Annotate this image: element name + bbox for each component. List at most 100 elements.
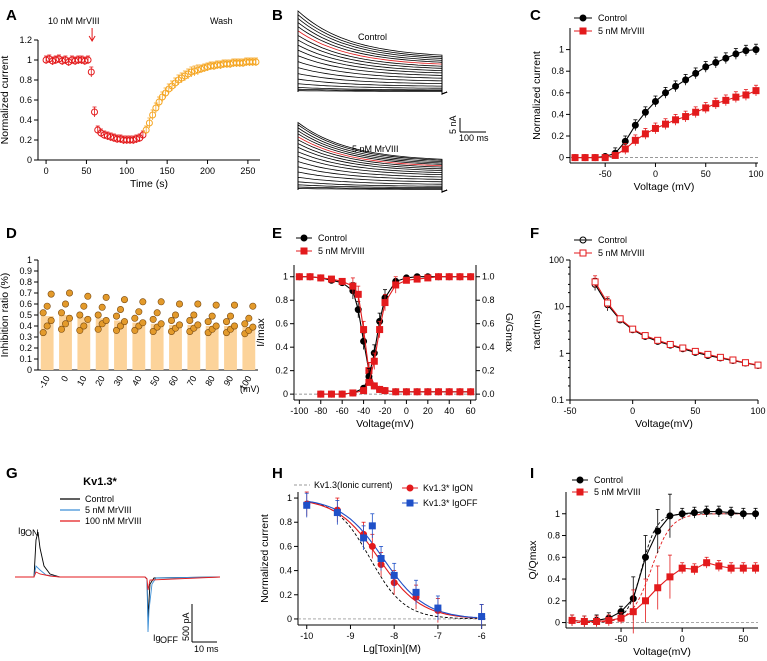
current-trace [297,136,448,193]
data-point [692,69,700,77]
x-tick-label: -50 [599,169,612,179]
data-point [333,509,341,517]
y-tick-label: 0.5 [19,310,32,320]
data-point [691,347,699,355]
data-point [752,46,760,54]
data-point [651,97,659,105]
bar [224,326,237,370]
data-point [617,614,625,622]
y-tick-label: 10 [554,302,564,312]
data-point [135,308,143,316]
x-tick-label: -50 [563,406,576,416]
data-point [727,509,735,517]
data-point [467,388,475,396]
data-point [732,93,740,101]
panel-label: F [530,225,539,242]
y-tick-label: 1 [27,55,32,65]
current-trace [297,130,448,193]
legend-label: 5 nM MrVIII [85,505,132,515]
current-trace [297,44,448,95]
data-point [654,584,662,592]
x-tick-label: 100 [750,406,765,416]
x-tick-label: 0 [59,374,70,383]
fit-line [320,276,471,395]
label-ig-off-prefix: Ig [153,633,161,643]
panel-D: 00.10.20.30.40.50.60.70.80.91Inhibition … [0,255,260,394]
current-trace [297,17,448,95]
data-point [249,302,257,310]
data-point [76,326,84,334]
data-point [113,312,121,320]
y-tick-label: 0.8 [279,517,292,527]
data-point [360,534,368,542]
data-point [456,388,464,396]
y-tick-label: 0 [287,614,292,624]
current-trace [297,83,448,95]
data-point [604,299,612,307]
data-point [317,390,325,398]
data-point [413,275,421,283]
x-tick-label: 250 [240,166,255,176]
y-tick-label: 0.8 [551,66,564,76]
current-trace [297,121,448,193]
y-tick-label: 0.8 [19,75,32,85]
legend-label: Kv1.3* IgON [423,483,473,493]
legend-marker [579,249,587,257]
panel-I: -50 0 50 0 0.2 0.4 0.6 0.8 1 Voltage(mV) Q/Qmax Con… [527,475,760,658]
data-line [572,511,756,623]
y-tick-label: 0.6 [275,319,288,329]
x-tick-label: 60 [466,406,476,416]
fit-line [594,284,759,366]
y-tick-label: 100 [549,255,564,265]
current-trace [297,124,448,193]
legend-marker [406,484,414,492]
legend-marker [579,236,587,244]
y-axis-title: Q/Qmax [527,540,539,580]
fit-igon [306,501,478,619]
data-point [354,290,362,298]
data-point [392,388,400,396]
data-point [631,121,639,129]
data-point [641,553,649,561]
data-point [306,273,314,281]
panel-label: B [272,7,283,24]
data-point [682,76,690,84]
data-point [704,350,712,358]
panel-C: -50 0 50 100 0 0.2 0.4 0.6 0.8 1 Voltage (mV) Norma… [531,13,764,193]
current-trace [297,160,448,193]
data-point [157,298,165,306]
x-tick-label: 80 [203,374,217,388]
y-tick-label: 1 [559,348,564,358]
data-point [754,361,762,369]
data-point [94,325,102,333]
x-tick-label: -60 [336,406,349,416]
data-point [102,316,110,324]
data-point [666,340,674,348]
data-point [641,130,649,138]
data-point [424,274,432,282]
label-ig-on: ON [25,528,39,538]
x-tick-label: 40 [130,374,144,388]
data-point [152,104,160,112]
y-tick-label: 0.3 [19,332,32,342]
data-point [139,298,147,306]
legend-label: Control [594,475,623,485]
panel-title: Kv1.3* [83,476,117,488]
data-point [752,564,760,572]
x-axis-title: Voltage(mV) [633,646,691,658]
data-point [327,390,335,398]
data-point [87,68,95,76]
current-trace [297,67,448,95]
data-point [402,276,410,284]
data-point [139,131,147,139]
y-tick-label: 1 [27,255,32,265]
y-tick-label: 0.2 [19,343,32,353]
x-tick-label: -100 [290,406,308,416]
data-point [712,100,720,108]
data-point [712,59,720,67]
current-trace [297,146,448,193]
y-axis-title: Normalized current [531,51,543,140]
y-tick-label: 0 [283,389,288,399]
